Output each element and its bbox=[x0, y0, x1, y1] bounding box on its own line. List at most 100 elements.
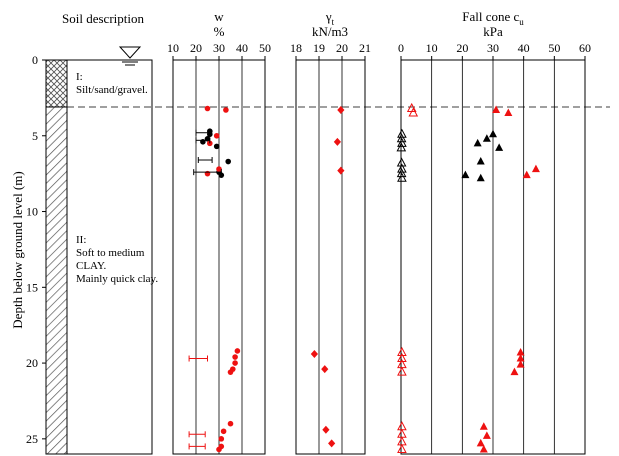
soil-description-title: Soil description bbox=[62, 11, 144, 26]
data-point bbox=[396, 142, 407, 152]
soil-layer-1 bbox=[45, 59, 68, 108]
soil-layer-2 bbox=[45, 106, 68, 455]
fall-cone-tick-label: 0 bbox=[398, 41, 404, 55]
fall-cone-tick-label: 10 bbox=[426, 41, 438, 55]
fall-cone-unit: kPa bbox=[483, 24, 503, 39]
water-content-unit: % bbox=[214, 24, 225, 39]
unit-weight-tick-label: 20 bbox=[336, 41, 348, 55]
data-point bbox=[310, 349, 318, 358]
data-point bbox=[396, 133, 407, 143]
data-point bbox=[337, 106, 345, 115]
data-point bbox=[397, 421, 407, 431]
data-point bbox=[397, 128, 407, 138]
layer-2-line: CLAY. bbox=[76, 260, 107, 272]
depth-tick-label: 0 bbox=[32, 53, 38, 67]
unit-weight-frame bbox=[295, 59, 366, 455]
depth-tick-label: 25 bbox=[26, 432, 38, 446]
data-point bbox=[220, 428, 227, 435]
data-point bbox=[516, 347, 525, 356]
fall-cone-tick-label: 20 bbox=[456, 41, 468, 55]
depth-tick-label: 10 bbox=[26, 205, 38, 219]
unit-weight-tick-label: 18 bbox=[290, 41, 302, 55]
unit-weight-tick-label: 19 bbox=[313, 41, 325, 55]
data-point bbox=[516, 360, 525, 368]
water-content-tick-label: 50 bbox=[259, 41, 271, 55]
data-point bbox=[504, 108, 513, 117]
depth-tick-label: 20 bbox=[26, 356, 38, 370]
water-table-icon bbox=[118, 46, 142, 59]
data-point bbox=[479, 422, 488, 430]
data-point bbox=[213, 143, 220, 150]
data-point bbox=[396, 168, 407, 178]
data-point bbox=[397, 436, 407, 446]
data-point bbox=[531, 164, 540, 173]
data-point bbox=[516, 354, 525, 362]
fall-cone-tick-label: 40 bbox=[518, 41, 530, 55]
data-point bbox=[397, 443, 407, 453]
data-point bbox=[397, 137, 407, 147]
data-point bbox=[213, 132, 220, 139]
layer-2-label: II: Soft to medium CLAY. Mainly quick cl… bbox=[76, 234, 158, 285]
water-content-tick-label: 30 bbox=[213, 41, 225, 55]
layer-1-label: I: Silt/sand/gravel. bbox=[76, 71, 148, 96]
depth-tick-label: 5 bbox=[32, 129, 38, 143]
water-content-tick-label: 10 bbox=[167, 41, 179, 55]
data-point bbox=[216, 446, 222, 453]
data-point bbox=[492, 105, 501, 114]
data-point bbox=[476, 157, 485, 165]
data-point bbox=[227, 420, 234, 427]
layer-1-line: I: bbox=[76, 71, 83, 83]
data-point bbox=[218, 436, 225, 442]
data-point bbox=[408, 107, 419, 117]
layer-1-line: Silt/sand/gravel. bbox=[76, 84, 148, 96]
fall-cone-tick-label: 50 bbox=[548, 41, 560, 55]
data-point bbox=[207, 140, 213, 147]
data-point bbox=[321, 365, 329, 374]
data-point bbox=[204, 105, 211, 112]
data-point bbox=[397, 172, 407, 182]
data-point bbox=[461, 170, 470, 179]
data-point bbox=[328, 439, 336, 448]
data-point bbox=[510, 367, 519, 376]
water-content-title: w bbox=[214, 9, 224, 24]
data-point bbox=[479, 444, 488, 453]
data-point bbox=[337, 166, 345, 175]
data-point bbox=[397, 352, 407, 363]
data-point bbox=[489, 129, 497, 138]
data-point bbox=[522, 170, 531, 179]
unit-weight-tick-label: 21 bbox=[359, 41, 371, 55]
data-point bbox=[322, 425, 330, 434]
data-point bbox=[223, 107, 229, 113]
layer-2-line: Soft to medium bbox=[76, 247, 145, 259]
layer-2-line: Mainly quick clay. bbox=[76, 273, 158, 285]
data-point bbox=[333, 137, 341, 146]
data-point bbox=[482, 134, 491, 142]
water-content-tick-label: 20 bbox=[190, 41, 202, 55]
data-point bbox=[473, 138, 482, 147]
data-point bbox=[397, 428, 407, 438]
data-point bbox=[495, 143, 504, 151]
depth-tick-label: 15 bbox=[26, 280, 38, 294]
data-point bbox=[476, 438, 485, 447]
data-point bbox=[397, 366, 407, 376]
data-point bbox=[476, 173, 485, 182]
soil-description-frame bbox=[45, 59, 153, 455]
unit-weight-title: γt bbox=[325, 9, 335, 27]
data-point bbox=[482, 431, 491, 439]
fall-cone-tick-label: 60 bbox=[579, 41, 591, 55]
data-point bbox=[216, 166, 222, 172]
water-content-tick-label: 40 bbox=[236, 41, 248, 55]
data-point bbox=[232, 354, 238, 360]
data-point bbox=[234, 348, 241, 354]
data-point bbox=[225, 158, 231, 165]
unit-weight-unit: kN/m3 bbox=[312, 24, 348, 39]
layer-2-line: II: bbox=[76, 234, 86, 246]
depth-axis-label: Depth below ground level (m) bbox=[10, 171, 25, 328]
fall-cone-title: Fall cone cu bbox=[462, 9, 524, 27]
fall-cone-tick-label: 30 bbox=[487, 41, 499, 55]
data-point bbox=[397, 346, 407, 356]
data-point bbox=[397, 163, 407, 173]
data-point bbox=[232, 360, 238, 366]
